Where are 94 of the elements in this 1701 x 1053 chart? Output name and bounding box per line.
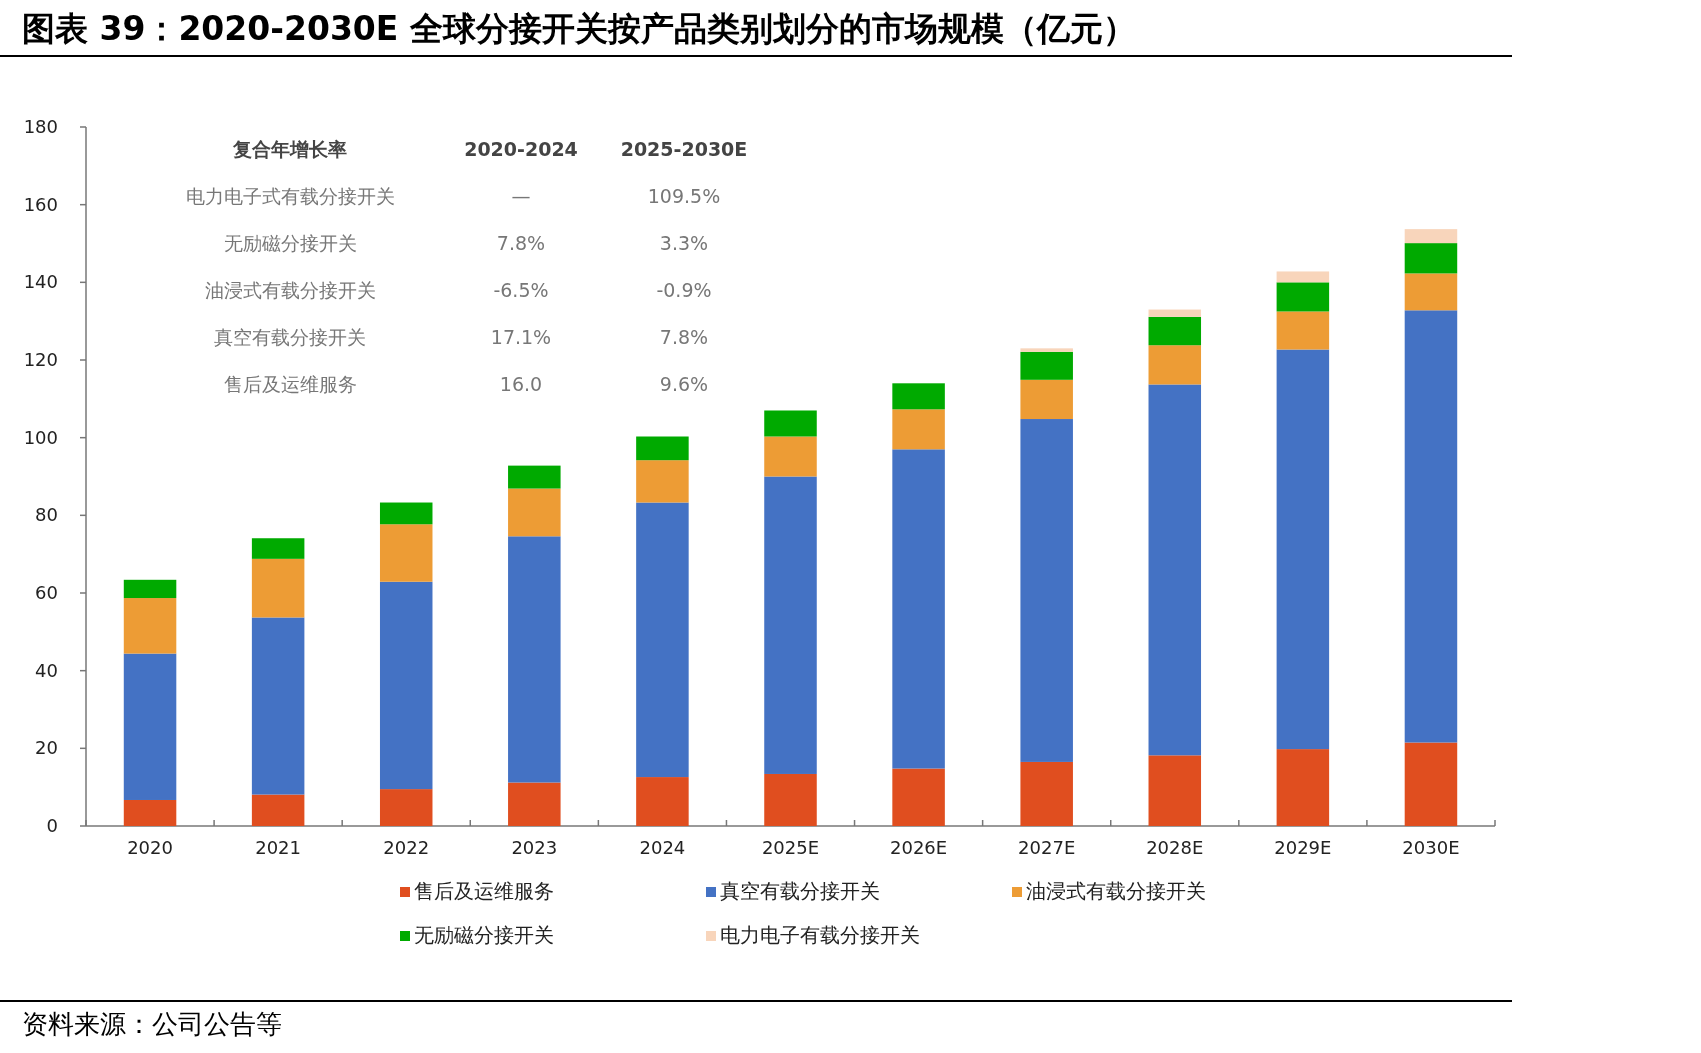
y-tick-label: 40 [35,659,58,681]
annotation: 3.3% [659,232,709,254]
x-tick-label: 2026E [890,837,948,858]
bar [251,617,305,795]
x-tick-label: 2022 [383,837,430,858]
bar [508,536,561,783]
bar [508,782,561,826]
bar [636,460,689,503]
bar [251,538,305,559]
bar [892,449,945,769]
x-tick-label: 2025E [761,837,820,858]
bar [379,789,433,826]
bar [1276,282,1330,312]
x-tick-label: 2021 [255,837,302,858]
x-tick-label: 2028E [1146,837,1204,858]
bar [1276,349,1330,750]
legend-label: 无励磁分接开关 [414,923,554,947]
bar [1020,419,1073,762]
annotation: 16.0 [499,373,543,395]
bar [892,768,945,826]
bar [1404,243,1458,274]
annotation: 109.5% [647,185,721,207]
y-tick-label: 120 [23,349,58,370]
bar [1276,271,1330,283]
annotation: 7.8% [496,232,546,254]
y-tick-label: 80 [35,504,58,526]
bar [251,558,305,618]
bar [764,436,817,477]
y-tick-label: 0 [46,815,58,836]
chart-title: 图表 39：2020-2030E 全球分接开关按产品类别划分的市场规模（亿元） [22,9,1136,48]
text: 资料来源：公司公告等 [22,1009,282,1039]
bar [1276,311,1330,350]
bar [123,653,177,800]
bar [1404,229,1458,244]
annotation: 油浸式有载分接开关 [204,279,376,301]
bar [764,773,817,826]
bar [123,799,177,826]
bar [1020,379,1073,420]
bar [892,383,945,410]
bar [379,502,433,525]
annotation: 售后及运维服务 [223,373,357,395]
annotation: — [511,185,531,207]
bar [636,777,689,826]
legend-label: 电力电子有载分接开关 [720,923,920,947]
x-tick-label: 2023 [511,837,558,858]
annotation: 2020-2024 [464,138,578,160]
y-tick-label: 140 [23,271,58,293]
annotation: -0.9% [656,279,712,301]
y-tick-label: 160 [23,193,58,215]
bar [1148,755,1202,826]
bar [764,410,817,437]
bar [1276,749,1330,826]
annotation: 17.1% [490,326,552,348]
bar [508,465,561,489]
bar [251,794,305,826]
bar [636,436,689,461]
bar [123,579,177,599]
x-tick-label: 2029E [1274,837,1332,858]
legend-label: 油浸式有载分接开关 [1026,879,1206,903]
x-tick-label: 2020 [127,837,173,858]
annotation: 电力电子式有载分接开关 [185,185,395,207]
x-tick-label: 2024 [639,837,686,858]
annotation: 真空有载分接开关 [214,326,366,348]
annotation: 9.6% [659,373,709,395]
y-tick-label: 100 [23,426,58,448]
bar [123,598,177,654]
annotation: -6.5% [493,279,549,301]
x-tick-label: 2030E [1402,837,1460,858]
bar [379,524,433,582]
y-tick-label: 180 [23,116,58,137]
bar [892,409,945,450]
bar [379,581,433,790]
y-tick-label: 20 [35,737,58,759]
bar [1404,310,1458,743]
bar [1404,742,1458,826]
bar [1404,273,1458,311]
bar [1020,348,1073,352]
bar [508,488,561,537]
bar [1148,384,1202,756]
annotation: 2025-2030E [620,138,748,160]
bar [764,476,817,774]
x-tick-label: 2027E [1018,837,1076,858]
bar [1148,309,1202,317]
legend-label: 售后及运维服务 [414,879,554,903]
annotation: 7.8% [659,326,709,348]
y-tick-label: 60 [35,582,58,603]
bar [1020,761,1073,826]
annotation: 无励磁分接开关 [223,232,357,254]
bar [1148,345,1202,385]
bar [636,502,689,778]
bar [1020,351,1073,380]
annotation: 复合年增长率 [232,138,347,160]
bar [1148,316,1202,346]
legend-label: 真空有载分接开关 [720,879,880,903]
